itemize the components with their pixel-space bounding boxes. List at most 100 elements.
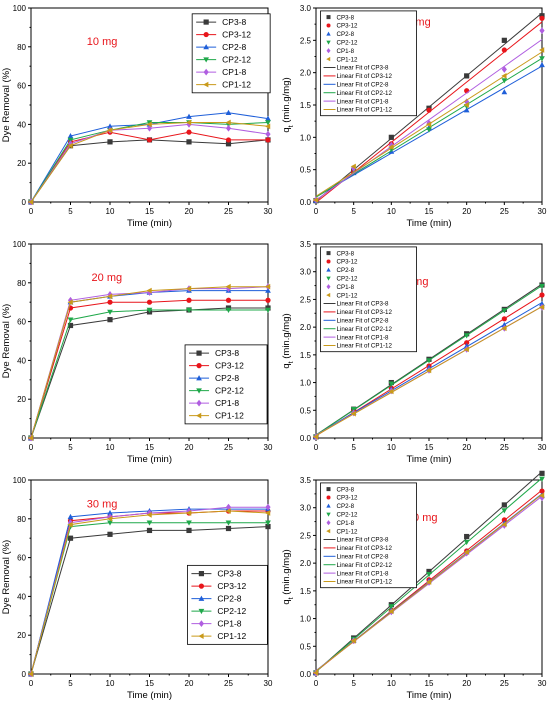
- x-tick-label: 15: [145, 207, 154, 216]
- x-tick-label: 30: [264, 443, 273, 452]
- data-point: [146, 520, 153, 526]
- data-point: [107, 299, 113, 305]
- legend-fit-label: Linear Fit of CP2-8: [337, 82, 389, 89]
- data-point: [388, 134, 394, 140]
- x-tick-label: 10: [106, 679, 115, 688]
- legend-marker: [203, 57, 210, 63]
- x-tick-label: 0: [314, 207, 319, 216]
- y-axis-title: qt (min.g/mg): [281, 77, 295, 132]
- data-point: [388, 144, 394, 150]
- y-tick-label: 0.5: [300, 406, 312, 415]
- y-tick-label: 1.0: [300, 615, 312, 624]
- x-tick-label: 30: [264, 679, 273, 688]
- data-point: [107, 520, 113, 526]
- data-point: [67, 317, 74, 323]
- data-point: [67, 142, 73, 149]
- legend-marker: [203, 19, 209, 25]
- data-point: [501, 325, 507, 332]
- legend-item: CP3-8: [189, 348, 239, 358]
- y-tick-label: 20: [17, 631, 26, 640]
- y-tick-label: 20: [17, 159, 26, 168]
- y-tick-label: 1.5: [300, 351, 312, 360]
- series-cp1-12: [313, 304, 545, 440]
- legend-label: CP1-12: [222, 80, 251, 90]
- data-point: [186, 119, 192, 126]
- legend-fit-label: Linear Fit of CP2-8: [337, 318, 389, 325]
- data-point: [186, 297, 192, 303]
- legend-marker: [196, 388, 202, 394]
- data-point: [463, 549, 469, 555]
- data-point: [107, 139, 113, 145]
- y-tick-label: 2.0: [300, 323, 312, 332]
- legend-item: CP3-12: [189, 361, 244, 371]
- legend-item: CP1-12: [326, 56, 358, 63]
- legend-label: CP1-8: [215, 398, 239, 408]
- legend-marker: [326, 487, 331, 492]
- x-tick-label: 20: [462, 207, 471, 216]
- dose-annotation: 20 mg: [92, 272, 123, 284]
- series-cp1-12: [28, 119, 271, 205]
- panel-kinetics-30mg: 0 5 10 15 20 25 30 0.0 0.5 1.0 1.5 2.0 2.5 3.0 3.5 Time…: [275, 470, 550, 708]
- legend-marker: [326, 251, 331, 256]
- legend-item: CP1-12: [189, 411, 244, 421]
- data-point: [350, 410, 356, 417]
- legend-label: CP1-8: [222, 67, 246, 77]
- data-point: [388, 388, 394, 395]
- y-tick-label: 2.5: [300, 531, 312, 540]
- chart-svg: 0 5 10 15 20 25 30 0.0 0.5 1.0 1.5 2.0 2.5 3.0 Time (m…: [281, 4, 547, 229]
- data-point: [146, 137, 153, 143]
- data-point: [107, 309, 113, 315]
- panel-kinetics-20mg: 0 5 10 15 20 25 30 0.0 0.5 1.0 1.5 2.0 2.5 3.0 3.5 Time…: [275, 236, 550, 472]
- data-point: [265, 520, 271, 526]
- x-tick-label: 0: [314, 679, 319, 688]
- y-tick-label: 3.0: [300, 268, 312, 277]
- legend-marker: [326, 503, 331, 508]
- data-point: [225, 137, 232, 143]
- legend-marker: [326, 267, 331, 272]
- legend-label: CP3-8: [337, 486, 355, 493]
- data-point: [539, 61, 545, 68]
- legend-fit-label: Linear Fit of CP1-12: [337, 579, 393, 586]
- legend-item: CP1-12: [191, 631, 247, 641]
- y-tick-label: 2.5: [300, 36, 312, 45]
- data-point: [388, 604, 395, 610]
- data-point: [265, 297, 271, 303]
- data-point: [146, 289, 153, 296]
- legend-marker: [196, 375, 202, 381]
- legend-item: CP3-12: [191, 581, 247, 591]
- data-point: [225, 297, 232, 303]
- data-point: [463, 539, 470, 546]
- data-point: [186, 129, 192, 135]
- legend-item: CP2-8: [189, 373, 239, 383]
- x-tick-label: 0: [29, 207, 34, 216]
- data-point: [501, 521, 507, 528]
- legend-marker: [326, 495, 331, 500]
- data-point: [225, 307, 232, 313]
- data-point: [146, 307, 153, 313]
- legend-label: CP2-12: [215, 386, 244, 396]
- legend-marker: [203, 44, 210, 50]
- legend-label: CP1-12: [337, 528, 359, 535]
- legend-fit-item: Linear Fit of CP2-8: [323, 82, 389, 89]
- legend-item: CP3-8: [326, 14, 355, 21]
- data-point: [265, 523, 271, 530]
- data-point: [225, 508, 231, 514]
- series-cp2-12: [28, 120, 271, 205]
- legend-fit-label: Linear Fit of CP2-8: [337, 554, 389, 561]
- series-cp3-8: [28, 137, 271, 205]
- data-point: [501, 308, 508, 314]
- data-point: [464, 73, 470, 79]
- legend-marker: [203, 81, 209, 88]
- legend-fit-label: Linear Fit of CP3-8: [337, 301, 389, 308]
- chart-svg: 0 5 10 15 20 25 30 0.0 0.5 1.0 1.5 2.0 2.5 3.0 3.5 Time…: [281, 240, 547, 465]
- legend-fit-label: Linear Fit of CP1-8: [337, 570, 389, 577]
- legend-item: CP2-8: [326, 503, 355, 510]
- data-point: [501, 517, 507, 523]
- legend-label: CP1-12: [337, 292, 359, 299]
- panel-removal-30mg: 0 5 10 15 20 25 30 0 20 40 60 80 100 Time (min) Dye Re…: [0, 472, 275, 708]
- y-tick-label: 0.5: [300, 166, 312, 175]
- legend-fit-item: Linear Fit of CP1-8: [323, 570, 389, 577]
- y-tick-label: 40: [17, 592, 26, 601]
- data-point: [146, 527, 153, 534]
